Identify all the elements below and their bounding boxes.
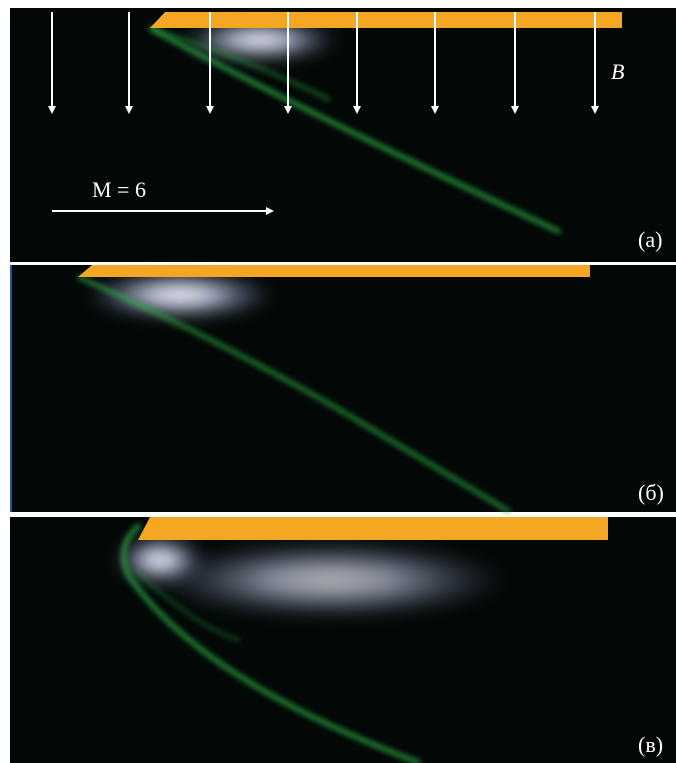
panel-b: (б) [10,265,676,512]
flow-label: M = 6 [92,177,146,202]
field-label: B [611,59,624,84]
plasma-glow [85,270,275,320]
panel-a: B M = 6 (а) [10,8,676,262]
plate [138,517,608,540]
panel-label: (в) [638,732,663,757]
figure: B M = 6 (а) (б) (в) [0,0,676,763]
plate [150,12,622,28]
panel-label: (б) [638,480,664,505]
plasma-glow [150,540,510,620]
plate [78,265,590,277]
photo-background [10,8,676,262]
page: B M = 6 (а) (б) (в) (() => { const data … [0,0,676,763]
panel-c: (в) [10,517,676,763]
panel-label: (а) [638,227,662,252]
